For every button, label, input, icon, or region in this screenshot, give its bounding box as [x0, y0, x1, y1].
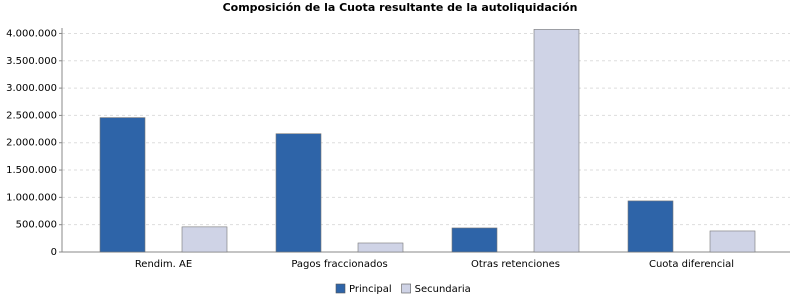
- legend-label: Secundaria: [415, 284, 471, 295]
- bar: [451, 227, 498, 253]
- y-tick-label: 1.500.000: [6, 165, 57, 176]
- bar: [627, 200, 674, 253]
- bar: [99, 117, 146, 253]
- bar: [275, 133, 322, 253]
- x-tick-label: Otras retenciones: [471, 259, 560, 270]
- bar: [709, 230, 756, 253]
- chart-title: Composición de la Cuota resultante de la…: [223, 1, 578, 14]
- x-tick-label: Rendim. AE: [135, 259, 192, 270]
- y-tick-label: 2.000.000: [6, 138, 57, 149]
- bar: [533, 29, 580, 253]
- legend-label: Principal: [349, 284, 392, 295]
- bar: [357, 242, 404, 253]
- legend-swatch: [335, 283, 346, 294]
- y-tick-label: 0: [51, 247, 57, 258]
- legend-swatch: [401, 283, 411, 294]
- bar: [181, 226, 228, 253]
- x-tick-label: Pagos fraccionados: [291, 259, 387, 270]
- y-tick-label: 4.000.000: [6, 28, 57, 39]
- x-tick-label: Cuota diferencial: [649, 259, 734, 270]
- y-tick-label: 3.000.000: [6, 83, 57, 94]
- y-tick-label: 3.500.000: [6, 56, 57, 67]
- y-tick-label: 1.000.000: [6, 192, 57, 203]
- y-tick-label: 500.000: [16, 220, 57, 231]
- y-tick-label: 2.500.000: [6, 110, 57, 121]
